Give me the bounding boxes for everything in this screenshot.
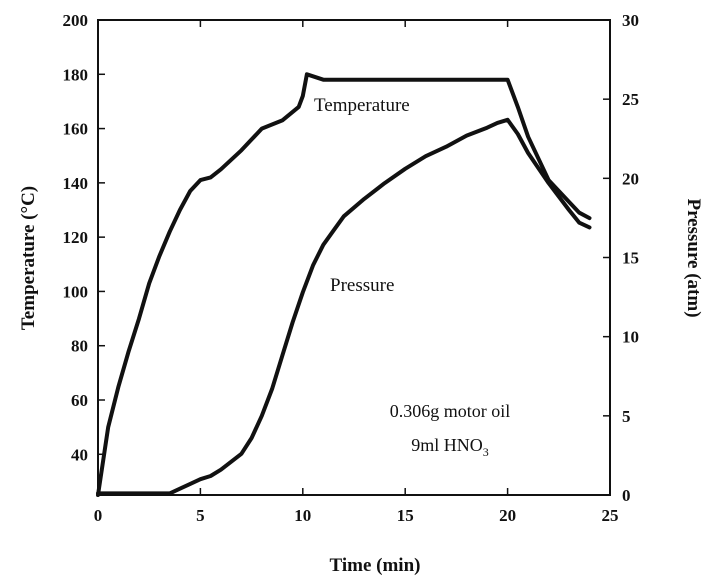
y-right-tick-label: 30 xyxy=(622,11,639,30)
x-tick-label: 5 xyxy=(196,506,205,525)
y-left-tick-label: 180 xyxy=(63,65,89,84)
y-axis-right: 0 5 10 15 20 25 30 xyxy=(603,11,639,505)
note-line-1: 0.306g motor oil xyxy=(390,401,511,421)
series-layer xyxy=(96,72,592,497)
x-tick-label: 20 xyxy=(499,506,516,525)
y-right-tick-label: 0 xyxy=(622,486,631,505)
x-tick-label: 0 xyxy=(94,506,103,525)
x-tick-label: 25 xyxy=(602,506,619,525)
note-line-2-main: 9ml HNO xyxy=(411,435,483,455)
x-axis: 0 5 10 15 20 25 xyxy=(94,20,619,525)
y-left-tick-label: 80 xyxy=(71,337,88,356)
y-left-tick-label: 60 xyxy=(71,391,88,410)
y-right-tick-label: 15 xyxy=(622,249,639,268)
y-left-tick-label: 120 xyxy=(63,228,89,247)
x-tick-label: 15 xyxy=(397,506,414,525)
series-line-pressure xyxy=(96,117,592,496)
y-axis-left: 40 60 80 100 120 140 160 180 200 xyxy=(63,11,105,464)
temperature-label: Temperature xyxy=(314,95,410,116)
y-right-tick-label: 20 xyxy=(622,169,639,188)
note-line-2-subscript: 3 xyxy=(483,445,489,459)
y-left-tick-label: 160 xyxy=(63,120,89,139)
note-line-2: 9ml HNO3 xyxy=(411,435,489,459)
plot-frame xyxy=(97,19,611,496)
y-left-tick-label: 100 xyxy=(63,282,89,301)
y-left-tick-label: 40 xyxy=(71,445,88,464)
pressure-label: Pressure xyxy=(330,275,394,296)
y-right-tick-label: 5 xyxy=(622,407,631,426)
series-line-temperature xyxy=(96,72,592,497)
y-axis-right-title: Pressure (atm) xyxy=(683,198,704,317)
x-tick-label: 10 xyxy=(294,506,311,525)
y-left-tick-label: 140 xyxy=(63,174,89,193)
y-axis-left-title: Temperature (°C) xyxy=(18,186,39,330)
y-right-tick-label: 10 xyxy=(622,328,639,347)
y-right-tick-label: 25 xyxy=(622,90,639,109)
y-left-tick-label: 200 xyxy=(63,11,89,30)
x-axis-title: Time (min) xyxy=(330,555,421,576)
